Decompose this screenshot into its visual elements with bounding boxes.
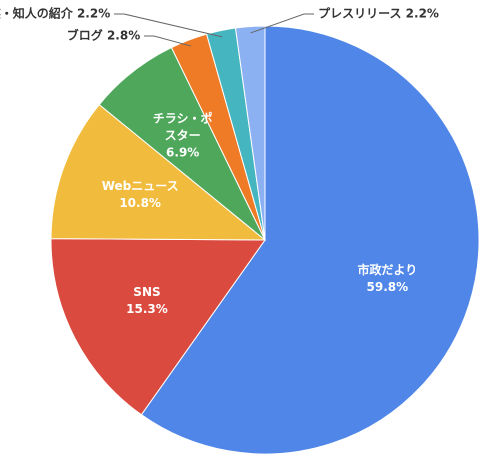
pie-slice (234, 25, 266, 241)
inner-label: 市政だより 59.8% (342, 262, 432, 296)
leader-line (250, 13, 314, 34)
slice-name: SNS (133, 284, 161, 299)
value-label: 6.9% (166, 145, 200, 160)
inner-label: SNS 15.3% (102, 284, 192, 318)
value-label: 10.8% (119, 196, 161, 211)
slice-name: プレスリリース (318, 6, 402, 21)
slice-name: ブログ (66, 28, 103, 43)
pie-slice (50, 238, 266, 416)
outer-label: ブログ 2.8% (67, 28, 140, 45)
leader-line (114, 13, 223, 38)
value-label: 2.2% (76, 6, 111, 21)
value-label: 15.3% (126, 301, 168, 316)
value-label: 59.8% (366, 279, 409, 294)
value-label: 2.8% (106, 28, 141, 43)
inner-label: チラシ・ポスター 6.9% (152, 110, 214, 161)
pie-slice (50, 103, 267, 241)
inner-label: Webニュース 10.8% (95, 178, 185, 212)
pie-slice (140, 25, 480, 455)
slice-name: 市政だより (357, 262, 418, 277)
outer-label: プレスリリース 2.2% (318, 6, 439, 23)
outer-label: 家族・知人の紹介 2.2% (0, 6, 110, 23)
slice-name: 家族・知人の紹介 (0, 6, 73, 21)
value-label: 2.2% (405, 6, 439, 21)
slice-name: チラシ・ポスター (152, 111, 213, 143)
slice-name: Webニュース (101, 179, 179, 194)
leader-line (144, 35, 192, 47)
